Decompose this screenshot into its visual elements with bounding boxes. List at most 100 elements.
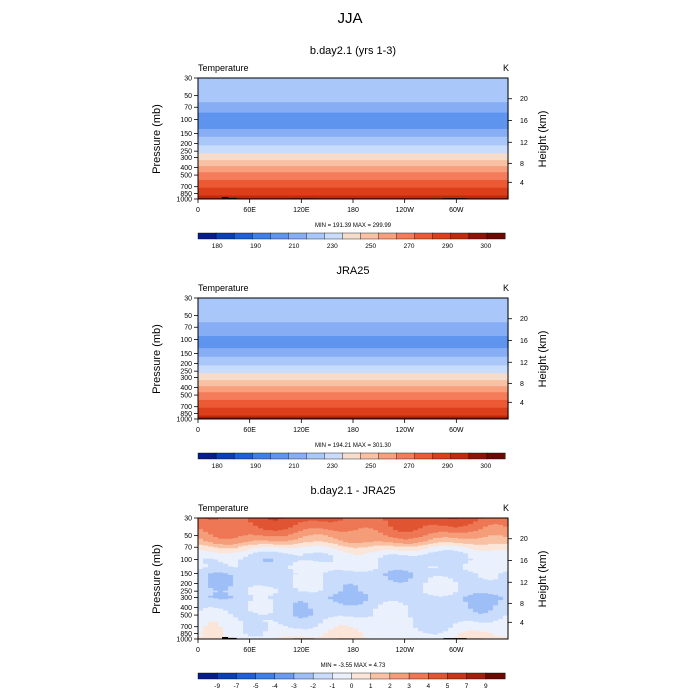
field-cell <box>203 532 209 535</box>
field-cell <box>413 545 419 548</box>
field-cell <box>258 524 264 527</box>
field-cell <box>303 537 309 540</box>
field-cell <box>218 575 224 578</box>
field-cell <box>198 373 509 375</box>
field-cell <box>198 361 509 363</box>
field-cell <box>458 553 464 555</box>
field-cell <box>428 543 434 546</box>
field-cell <box>488 567 494 569</box>
field-cell <box>433 543 439 545</box>
field-cell <box>493 550 499 553</box>
field-cell <box>198 191 509 193</box>
field-cell <box>473 555 479 557</box>
field-cell <box>288 566 294 568</box>
field-cell <box>408 545 414 548</box>
field-cell <box>478 542 484 544</box>
field-cell <box>298 530 304 532</box>
field-cell <box>433 523 439 525</box>
field-cell <box>223 519 229 522</box>
field-cell <box>388 549 394 552</box>
field-cell <box>288 525 294 528</box>
field-cell <box>463 547 469 549</box>
field-cell <box>263 579 269 581</box>
field-cell <box>458 552 464 554</box>
field-cell <box>438 521 444 523</box>
field-cell <box>478 547 484 549</box>
field-cell <box>198 160 509 163</box>
field-cell <box>403 549 409 552</box>
field-cell <box>253 555 259 557</box>
field-cell <box>418 574 424 576</box>
field-cell <box>343 577 349 579</box>
field-cell <box>198 354 509 356</box>
field-cell <box>338 549 344 551</box>
field-cell <box>453 543 459 546</box>
field-cell <box>363 566 369 568</box>
field-cell <box>358 534 364 536</box>
field-cell <box>248 551 254 554</box>
field-cell <box>348 537 354 540</box>
field-cell <box>263 566 269 568</box>
field-cell <box>293 571 299 573</box>
field-cell <box>493 578 499 580</box>
field-cell <box>348 559 354 561</box>
field-cell <box>413 522 419 524</box>
field-cell <box>373 554 379 556</box>
field-cell <box>388 564 394 567</box>
field-cell <box>243 530 249 533</box>
field-cell <box>328 548 334 550</box>
colorbar-swatch <box>342 232 362 240</box>
field-cell <box>218 529 224 531</box>
field-cell <box>233 566 239 568</box>
field-cell <box>413 518 419 520</box>
field-cell <box>288 569 294 572</box>
field-cell <box>468 533 474 535</box>
field-cell <box>203 522 209 524</box>
field-cell <box>423 558 429 560</box>
field-cell <box>218 546 224 548</box>
field-cell <box>283 575 289 577</box>
field-cell <box>253 580 259 582</box>
field-cell <box>473 556 479 559</box>
field-cell <box>388 546 394 548</box>
field-cell <box>428 554 434 556</box>
field-cell <box>218 568 224 570</box>
field-cell <box>198 142 509 145</box>
field-cell <box>493 553 499 555</box>
field-cell <box>223 518 229 520</box>
field-cell <box>398 533 404 535</box>
field-cell <box>433 547 439 549</box>
field-cell <box>243 561 249 563</box>
field-cell <box>468 544 474 547</box>
field-cell <box>263 526 269 528</box>
field-cell <box>318 530 324 532</box>
field-cell <box>303 518 309 521</box>
field-cell <box>328 564 334 567</box>
field-cell <box>468 549 474 551</box>
field-cell <box>243 551 249 554</box>
field-cell <box>293 524 299 527</box>
field-cell <box>403 521 409 523</box>
field-cell <box>298 548 304 550</box>
field-cell <box>238 543 244 545</box>
field-cell <box>478 573 484 575</box>
field-cell <box>468 542 474 544</box>
field-cell <box>358 537 364 540</box>
field-cell <box>198 186 509 188</box>
field-cell <box>273 558 279 560</box>
field-cell <box>343 566 349 568</box>
field-cell <box>218 561 224 563</box>
field-cell <box>253 536 259 538</box>
field-cell <box>493 537 499 540</box>
field-cell <box>373 576 379 579</box>
field-cell <box>493 528 499 530</box>
field-cell <box>208 568 214 570</box>
colorbar-swatch <box>270 452 289 460</box>
field-cell <box>443 522 449 524</box>
field-cell <box>243 547 249 549</box>
field-cell <box>388 571 394 573</box>
field-cell <box>423 525 429 528</box>
field-cell <box>418 550 424 553</box>
field-cell <box>433 535 439 537</box>
field-cell <box>318 575 324 578</box>
